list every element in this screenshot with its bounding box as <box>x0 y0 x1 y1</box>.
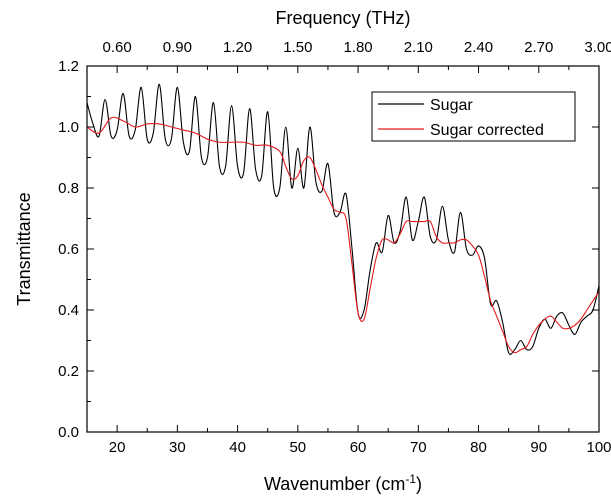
y-tick-label: 0.4 <box>58 302 79 319</box>
top-tick-label: 2.70 <box>524 39 553 56</box>
legend-box <box>371 91 576 142</box>
x-tick-label: 20 <box>109 439 126 456</box>
y-tick-label: 0.2 <box>58 363 79 380</box>
legend-label-sugar-corrected: Sugar corrected <box>430 122 544 139</box>
y-tick-label: 1.2 <box>58 58 79 75</box>
y-tick-label: 0.0 <box>58 424 79 441</box>
plot-frame <box>86 65 600 433</box>
y-tick-label: 0.8 <box>58 180 79 197</box>
x-axis-title: Wavenumber (cm-1) <box>264 472 422 494</box>
top-tick-label: 1.20 <box>223 39 252 56</box>
top-tick-label: 0.90 <box>163 39 192 56</box>
top-tick-label: 2.40 <box>464 39 493 56</box>
x-tick-label: 60 <box>350 439 367 456</box>
top-tick-label: 2.10 <box>404 39 433 56</box>
x-tick-label: 50 <box>289 439 306 456</box>
x-tick-label: 30 <box>169 439 186 456</box>
top-tick-label: 1.80 <box>343 39 372 56</box>
x-tick-label: 100 <box>586 439 611 456</box>
top-tick-label: 0.60 <box>103 39 132 56</box>
legend-label-sugar: Sugar <box>430 97 473 114</box>
series-line-sugar-corrected <box>86 116 600 354</box>
x-tick-label: 70 <box>410 439 427 456</box>
top-axis-title: Frequency (THz) <box>275 8 410 28</box>
x-tick-label: 90 <box>530 439 547 456</box>
series-layer <box>86 83 600 355</box>
axis-ticks: 20 30 40 50 60 70 80 90 100 0.0 0.2 0.4 0.6 0.8 1.0 1.2… <box>58 39 611 456</box>
x-tick-label: 40 <box>229 439 246 456</box>
top-tick-label: 3.00 <box>584 39 611 56</box>
x-tick-label: 80 <box>470 439 487 456</box>
legend: Sugar Sugar corrected <box>371 91 576 142</box>
x-axis-title-close: ) <box>416 474 422 494</box>
series-line-sugar <box>86 83 600 355</box>
x-axis-title-superscript: -1 <box>405 472 416 486</box>
y-tick-label: 1.0 <box>58 119 79 136</box>
y-tick-label: 0.6 <box>58 241 79 258</box>
y-axis-title: Transmittance <box>14 192 34 305</box>
x-axis-title-main: Wavenumber (cm <box>264 474 405 494</box>
top-tick-label: 1.50 <box>283 39 312 56</box>
